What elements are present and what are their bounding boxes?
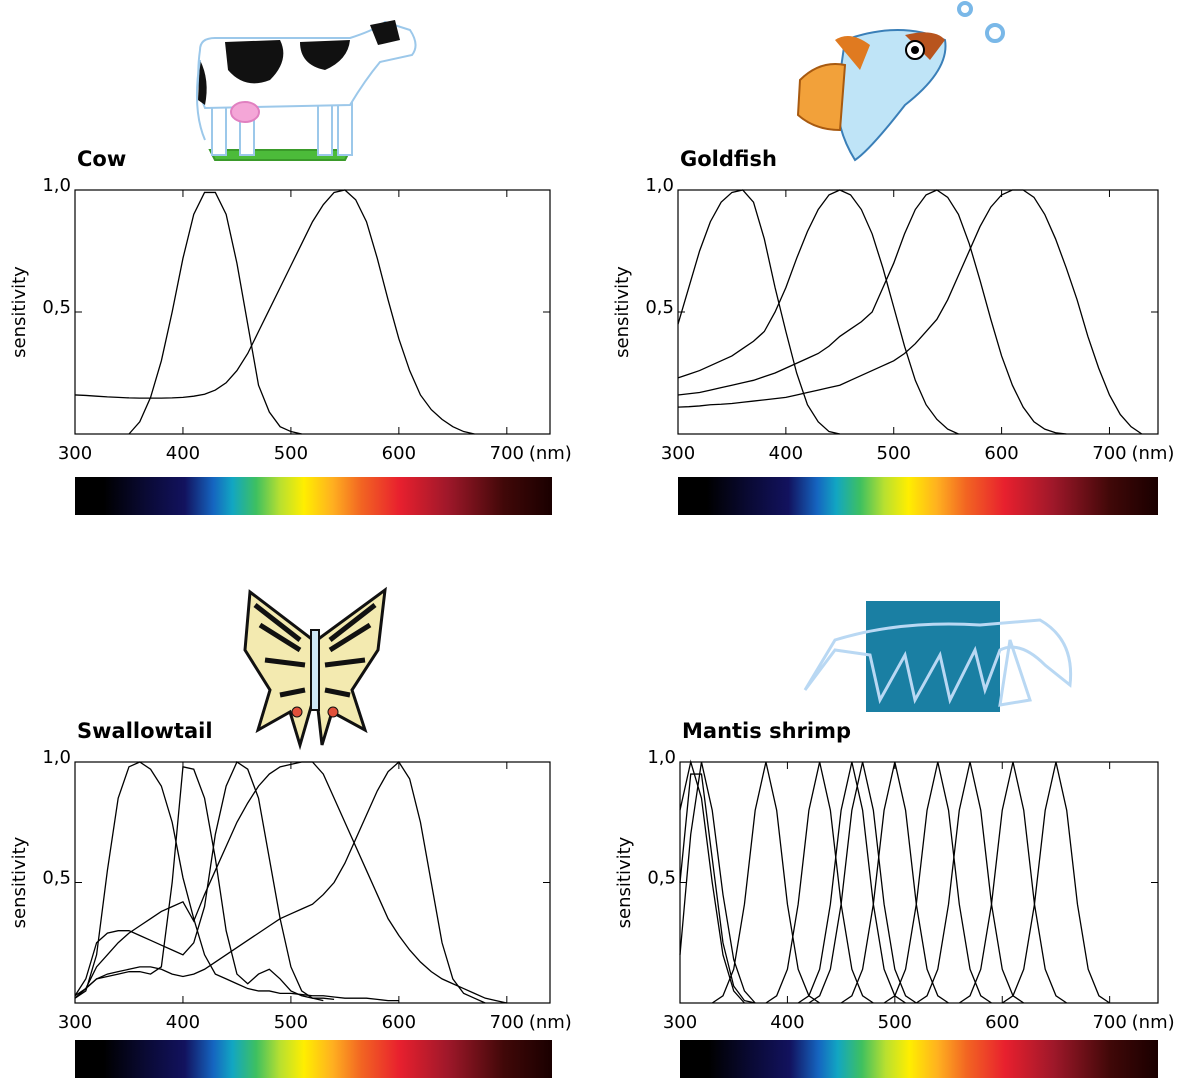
sensitivity-curve bbox=[75, 762, 323, 1001]
y-axis-label: sensitivity bbox=[614, 836, 635, 928]
sensitivity-curve bbox=[680, 774, 755, 1003]
y-axis-label: sensitivity bbox=[612, 266, 633, 358]
plot-frame bbox=[678, 190, 1158, 434]
butterfly-illustration bbox=[245, 590, 385, 745]
y-tick-label: 1,0 bbox=[647, 747, 676, 768]
sensitivity-curve bbox=[680, 762, 755, 1003]
x-tick-label: 600 bbox=[382, 1012, 416, 1033]
x-axis-unit: (nm) bbox=[529, 443, 572, 464]
sensitivity-curve bbox=[678, 190, 1066, 434]
y-tick-label: 0,5 bbox=[647, 868, 676, 889]
x-tick-label: 500 bbox=[274, 1012, 308, 1033]
y-tick-label: 1,0 bbox=[42, 175, 71, 196]
sensitivity-curve bbox=[678, 190, 840, 434]
cow-illustration bbox=[197, 20, 416, 160]
x-tick-label: 700 bbox=[1092, 443, 1126, 464]
x-axis-unit: (nm) bbox=[1131, 443, 1174, 464]
chart-title: Mantis shrimp bbox=[682, 719, 851, 743]
x-tick-label: 400 bbox=[769, 443, 803, 464]
goldfish-illustration bbox=[798, 3, 1003, 160]
sensitivity-curve bbox=[75, 767, 334, 1000]
sensitivity-curve bbox=[75, 762, 485, 1003]
x-tick-label: 600 bbox=[984, 443, 1018, 464]
sensitivity-curve bbox=[678, 190, 958, 434]
chart-title: Cow bbox=[77, 147, 126, 171]
x-tick-label: 400 bbox=[770, 1012, 804, 1033]
sensitivity-curve bbox=[75, 190, 474, 434]
x-tick-label: 500 bbox=[877, 443, 911, 464]
x-tick-label: 300 bbox=[663, 1012, 697, 1033]
y-tick-label: 1,0 bbox=[645, 175, 674, 196]
sensitivity-curve bbox=[75, 762, 399, 1001]
x-axis-unit: (nm) bbox=[529, 1012, 572, 1033]
figure: Cowsensitivity0,51,0300400500600700(nm)G… bbox=[0, 0, 1177, 1079]
chart-title: Goldfish bbox=[680, 147, 777, 171]
x-tick-label: 300 bbox=[661, 443, 695, 464]
sensitivity-curve bbox=[1002, 762, 1109, 1003]
x-tick-label: 600 bbox=[382, 443, 416, 464]
x-tick-label: 500 bbox=[878, 1012, 912, 1033]
y-axis-label: sensitivity bbox=[9, 836, 30, 928]
x-tick-label: 700 bbox=[490, 443, 524, 464]
y-tick-label: 1,0 bbox=[42, 747, 71, 768]
x-tick-label: 700 bbox=[1092, 1012, 1126, 1033]
x-tick-label: 700 bbox=[490, 1012, 524, 1033]
plot-frame bbox=[75, 190, 550, 434]
chart-title: Swallowtail bbox=[77, 719, 213, 743]
x-axis-unit: (nm) bbox=[1132, 1012, 1175, 1033]
x-tick-label: 300 bbox=[58, 443, 92, 464]
y-axis-label: sensitivity bbox=[9, 266, 30, 358]
page-body: {"chart_data": [ {"type": "line", "title… bbox=[0, 0, 1177, 1079]
x-tick-label: 400 bbox=[166, 1012, 200, 1033]
x-tick-label: 300 bbox=[58, 1012, 92, 1033]
x-tick-label: 400 bbox=[166, 443, 200, 464]
x-tick-label: 600 bbox=[985, 1012, 1019, 1033]
x-tick-label: 500 bbox=[274, 443, 308, 464]
shrimp-illustration bbox=[805, 601, 1071, 712]
sensitivity-curve bbox=[678, 190, 1142, 434]
sensitivity-curve bbox=[959, 762, 1066, 1003]
y-tick-label: 0,5 bbox=[645, 297, 674, 318]
y-tick-label: 0,5 bbox=[42, 297, 71, 318]
page: Spectral sensitivity html, body { margin… bbox=[0, 0, 1177, 1079]
y-tick-label: 0,5 bbox=[42, 868, 71, 889]
sensitivity-curve bbox=[680, 762, 744, 1003]
